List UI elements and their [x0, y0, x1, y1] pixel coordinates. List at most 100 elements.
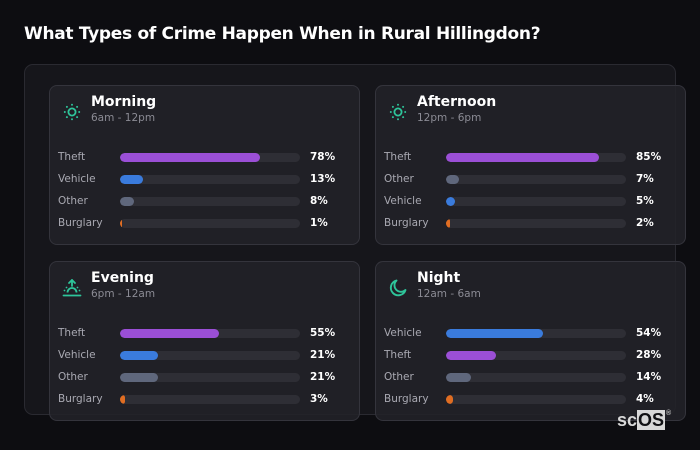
bar-value: 54% — [636, 327, 662, 339]
bar-label: Theft — [58, 327, 86, 339]
bar-fill — [446, 350, 497, 360]
bar-track — [446, 394, 626, 404]
bar-track — [120, 196, 300, 206]
bar-track — [120, 328, 300, 338]
bar-track — [120, 394, 300, 404]
bar-fill — [446, 152, 599, 162]
bar-value: 21% — [310, 349, 336, 361]
bar-fill — [446, 196, 455, 206]
card-morning: Morning 6am - 12pm Theft 78% Vehicle 13%… — [49, 85, 360, 245]
bar-label: Burglary — [58, 393, 103, 405]
bar-row: Theft 78% — [58, 146, 353, 168]
page-title: What Types of Crime Happen When in Rural… — [24, 24, 541, 44]
bar-list: Theft 85% Other 7% Vehicle 5% Burglary 2… — [384, 146, 679, 234]
bar-label: Theft — [58, 151, 86, 163]
bar-value: 2% — [636, 217, 654, 229]
bar-value: 85% — [636, 151, 662, 163]
bar-row: Vehicle 54% — [384, 322, 679, 344]
bar-fill — [446, 218, 450, 228]
bar-row: Other 21% — [58, 366, 353, 388]
bar-label: Other — [58, 371, 88, 383]
bar-fill — [446, 394, 454, 404]
bar-value: 3% — [310, 393, 328, 405]
card-evening: Evening 6pm - 12am Theft 55% Vehicle 21%… — [49, 261, 360, 421]
bar-fill — [446, 328, 544, 338]
bar-fill — [120, 196, 135, 206]
bar-track — [446, 174, 626, 184]
scos-logo: sc OS ® — [617, 410, 671, 430]
bar-label: Vehicle — [384, 327, 422, 339]
bar-value: 13% — [310, 173, 336, 185]
bar-label: Vehicle — [384, 195, 422, 207]
logo-sc: sc — [617, 410, 638, 430]
bar-fill — [120, 174, 144, 184]
card-header: Evening 6pm - 12am — [62, 270, 155, 301]
registered-mark: ® — [666, 410, 672, 417]
bar-value: 21% — [310, 371, 336, 383]
bar-row: Other 14% — [384, 366, 679, 388]
moon-icon — [388, 278, 408, 298]
bar-label: Burglary — [58, 217, 103, 229]
bar-value: 55% — [310, 327, 336, 339]
card-time-range: 6pm - 12am — [91, 288, 156, 300]
card-header: Morning 6am - 12pm — [62, 94, 156, 125]
card-title: Evening — [91, 270, 154, 286]
bar-row: Vehicle 21% — [58, 344, 353, 366]
bar-track — [446, 372, 626, 382]
bar-row: Vehicle 5% — [384, 190, 679, 212]
bar-list: Theft 55% Vehicle 21% Other 21% Burglary… — [58, 322, 353, 410]
card-title: Morning — [91, 94, 157, 110]
bar-row: Theft 28% — [384, 344, 679, 366]
card-afternoon: Afternoon 12pm - 6pm Theft 85% Other 7% … — [375, 85, 686, 245]
bar-row: Burglary 1% — [58, 212, 353, 234]
bar-track — [446, 328, 626, 338]
bar-label: Other — [384, 173, 414, 185]
bar-value: 4% — [636, 393, 654, 405]
bar-track — [120, 152, 300, 162]
logo-os: OS — [637, 410, 666, 430]
card-night: Night 12am - 6am Vehicle 54% Theft 28% O… — [375, 261, 686, 421]
card-time-range: 6am - 12pm — [91, 112, 156, 124]
bar-row: Theft 85% — [384, 146, 679, 168]
bar-row: Burglary 2% — [384, 212, 679, 234]
bar-fill — [120, 394, 126, 404]
bar-label: Theft — [384, 349, 412, 361]
bar-value: 7% — [636, 173, 654, 185]
bar-row: Theft 55% — [58, 322, 353, 344]
bar-label: Burglary — [384, 393, 429, 405]
bar-track — [446, 152, 626, 162]
card-title: Afternoon — [417, 94, 497, 110]
bar-list: Theft 78% Vehicle 13% Other 8% Burglary … — [58, 146, 353, 234]
card-title: Night — [417, 270, 461, 286]
bar-track — [120, 350, 300, 360]
sunset-icon — [62, 278, 82, 298]
bar-track — [446, 196, 626, 206]
card-header: Night 12am - 6am — [388, 270, 481, 301]
card-time-range: 12am - 6am — [417, 288, 481, 300]
bar-value: 5% — [636, 195, 654, 207]
bar-label: Vehicle — [58, 173, 96, 185]
bar-value: 78% — [310, 151, 336, 163]
bar-fill — [120, 350, 158, 360]
bar-track — [120, 218, 300, 228]
bar-track — [120, 174, 300, 184]
bar-row: Other 8% — [58, 190, 353, 212]
card-header: Afternoon 12pm - 6pm — [388, 94, 496, 125]
bar-track — [446, 350, 626, 360]
sun-icon — [388, 102, 408, 122]
bar-label: Other — [384, 371, 414, 383]
bar-label: Other — [58, 195, 88, 207]
card-time-range: 12pm - 6pm — [417, 112, 482, 124]
sun-icon — [62, 102, 82, 122]
bar-row: Burglary 4% — [384, 388, 679, 410]
bar-fill — [446, 372, 472, 382]
bar-fill — [120, 328, 219, 338]
bar-fill — [120, 152, 261, 162]
bar-track — [446, 218, 626, 228]
bar-value: 8% — [310, 195, 328, 207]
bar-fill — [120, 372, 158, 382]
bar-value: 1% — [310, 217, 328, 229]
bar-label: Theft — [384, 151, 412, 163]
bar-row: Burglary 3% — [58, 388, 353, 410]
bar-row: Other 7% — [384, 168, 679, 190]
